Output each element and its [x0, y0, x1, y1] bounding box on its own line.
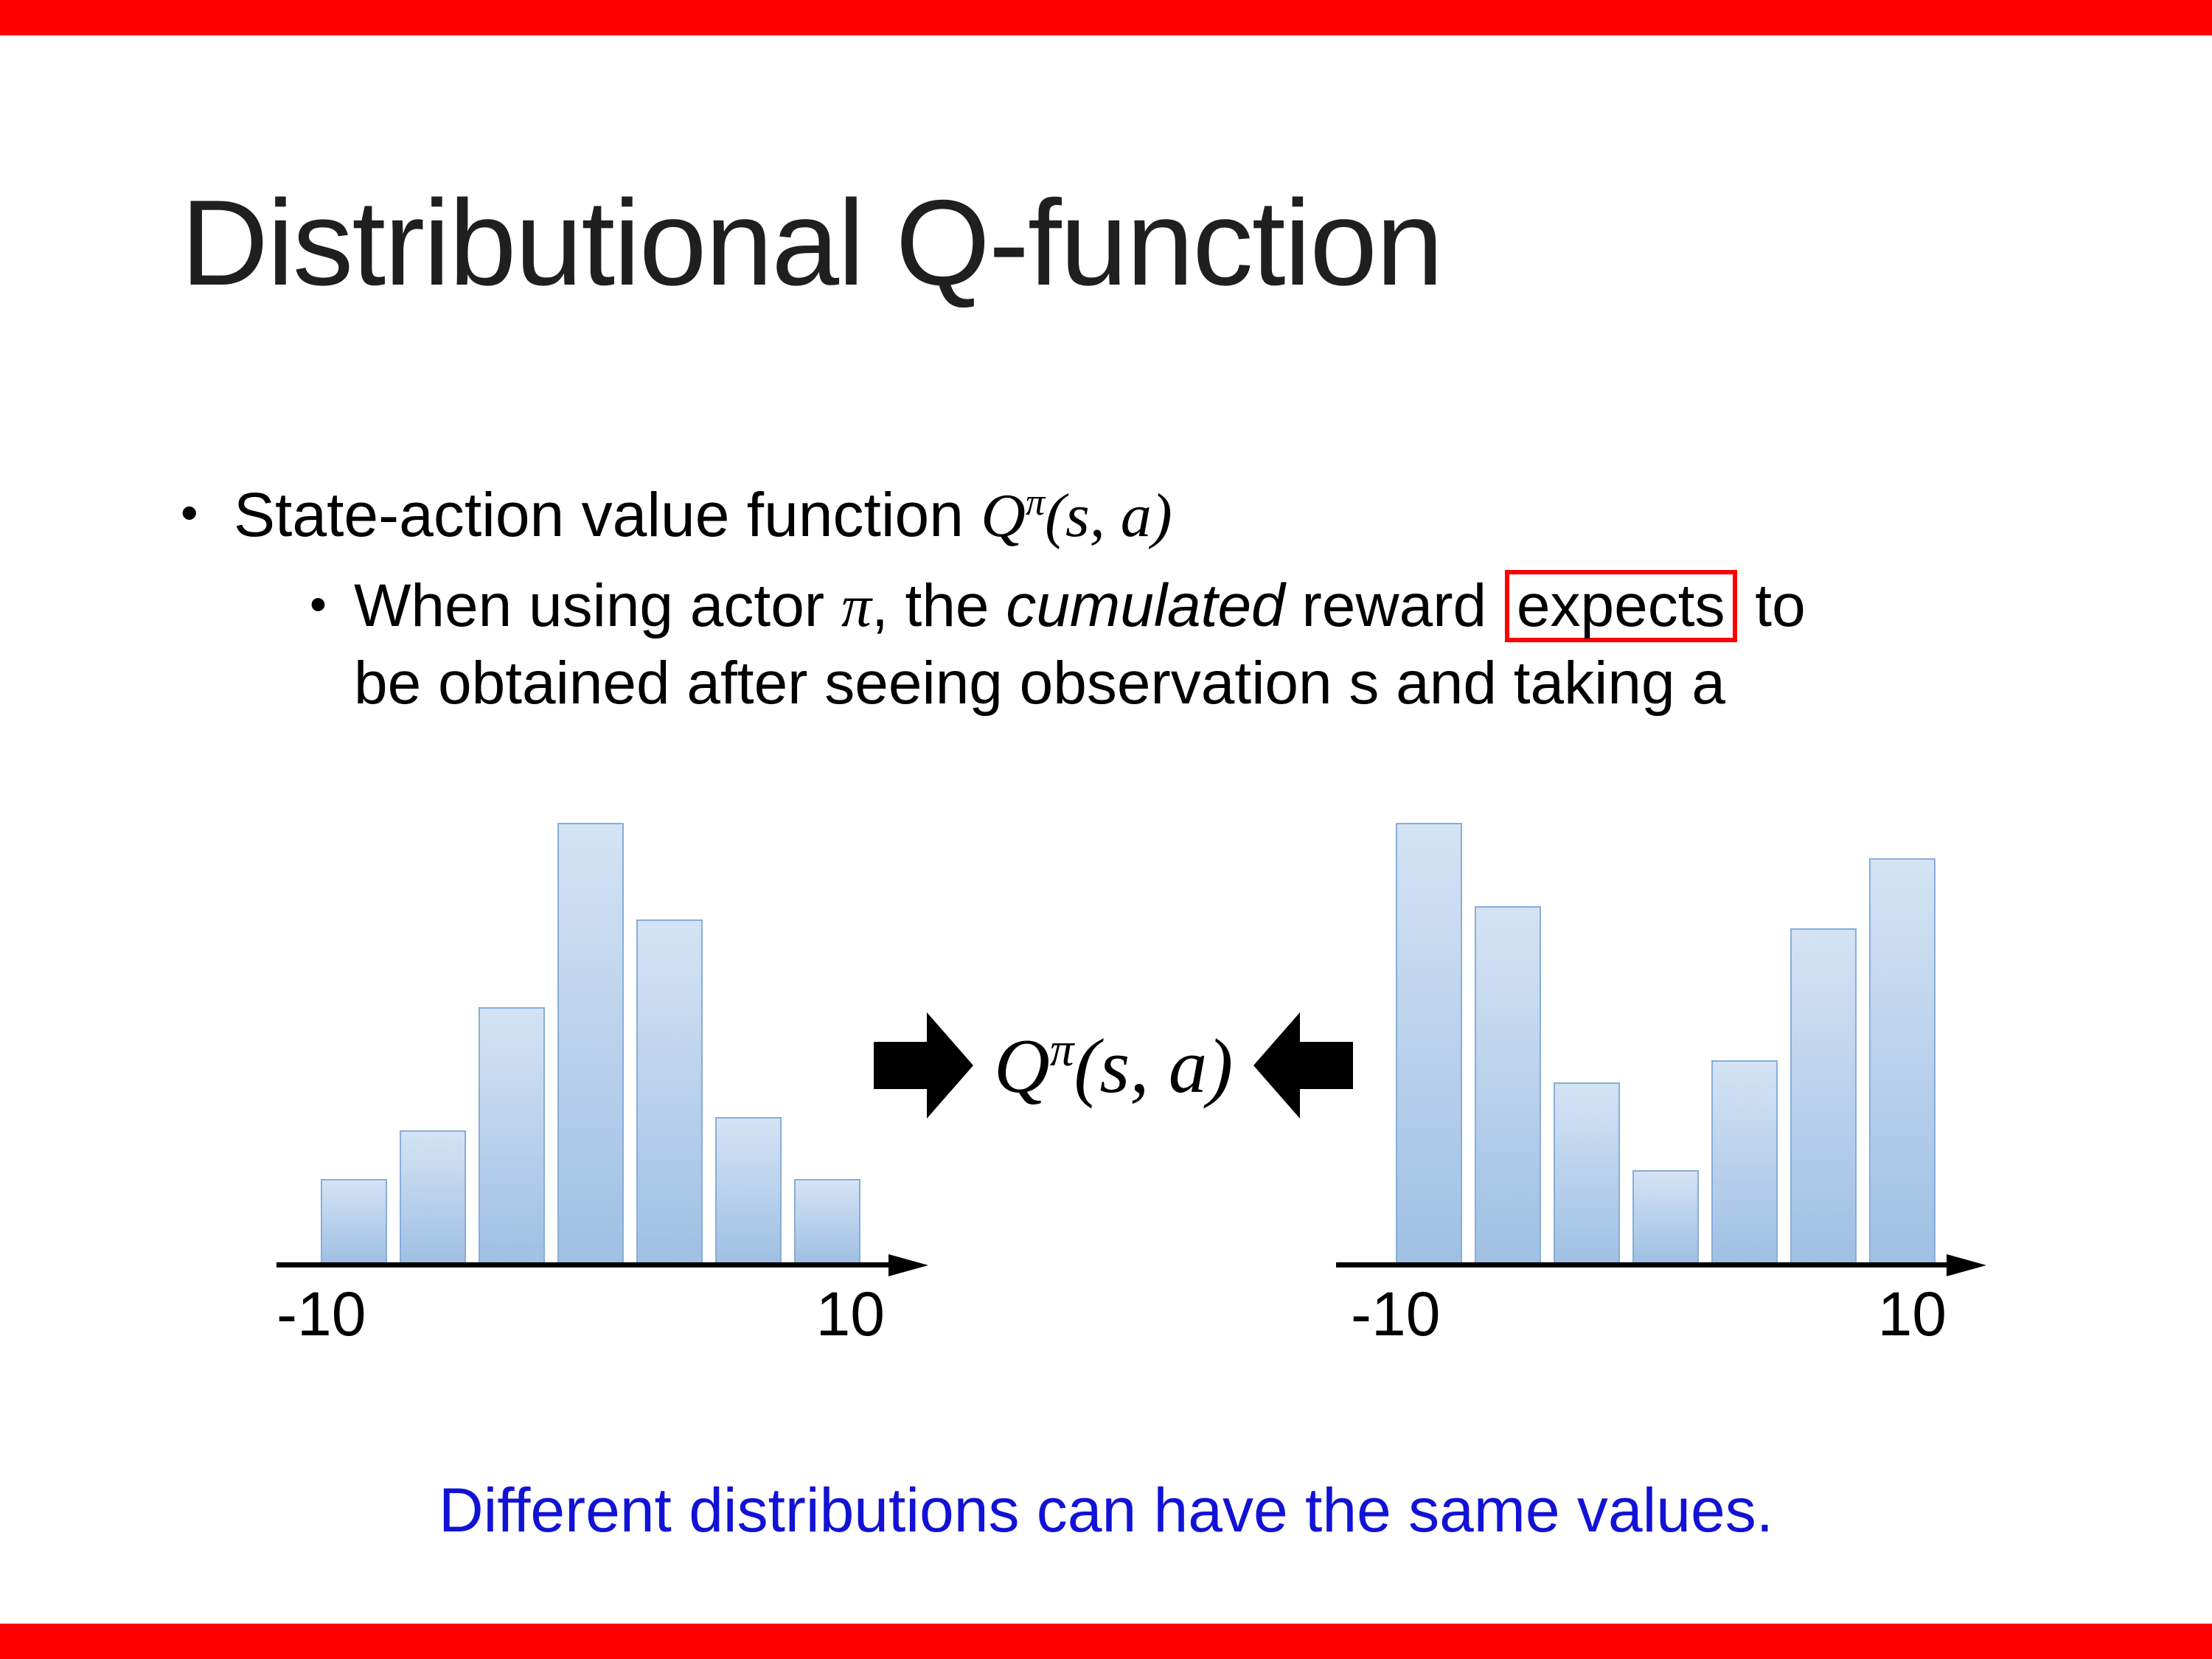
- x-axis-left: [276, 1254, 928, 1276]
- x-axis-arrowhead-icon: [1947, 1254, 1986, 1276]
- slide-title: Distributional Q-function: [181, 175, 1444, 310]
- histogram-bar: [1475, 906, 1541, 1262]
- x-axis-right: [1336, 1254, 1986, 1276]
- histogram-bar: [400, 1130, 466, 1262]
- q-function-math: Qπ(s, a): [981, 481, 1172, 550]
- sub-bullet-marker: •: [310, 577, 327, 631]
- arrow-right-icon: [874, 1006, 973, 1124]
- math-args: (s, a): [1074, 1022, 1234, 1109]
- tick-label-neg10-right: -10: [1351, 1279, 1441, 1349]
- sub-text-seg1: When using actor: [354, 572, 841, 639]
- q-function-center-math: Qπ(s, a): [994, 1021, 1233, 1110]
- histogram-bar: [1554, 1082, 1620, 1262]
- sub-bullet-line2: be obtained after seeing observation s a…: [354, 649, 1725, 717]
- histogram-bar: [636, 919, 703, 1262]
- center-equivalence-group: Qπ(s, a): [874, 1006, 1354, 1124]
- sub-bullet-line1: When using actor π, the cumulated reward…: [354, 570, 1806, 643]
- histogram-bar: [1869, 858, 1935, 1262]
- histogram-left: -10 10: [276, 820, 928, 1349]
- bullet-text-pre: State-action value function: [234, 480, 981, 549]
- arrow-left-icon: [1253, 1006, 1354, 1124]
- histogram-bar: [1790, 928, 1857, 1262]
- bullet-state-action-value: • State-action value function Qπ(s, a): [181, 476, 1172, 556]
- math-pi-superscript: π: [1049, 1023, 1074, 1077]
- histogram-bar: [715, 1117, 782, 1262]
- math-pi-superscript: π: [1025, 481, 1046, 524]
- histogram-bar: [794, 1179, 860, 1262]
- caption-blue-text: Different distributions can have the sam…: [438, 1475, 1774, 1545]
- math-q: Q: [994, 1022, 1050, 1109]
- histogram-bar: [1396, 823, 1462, 1262]
- bottom-red-border: [0, 1624, 2212, 1659]
- sub-text-seg3: reward: [1284, 572, 1503, 639]
- expects-red-box: expects: [1504, 570, 1737, 643]
- histogram-bar: [479, 1007, 545, 1262]
- bullet-text: State-action value function Qπ(s, a): [234, 476, 1172, 556]
- histogram-right: -10 10: [1336, 820, 1986, 1349]
- math-args: (s, a): [1045, 481, 1172, 550]
- histogram-left-bars: [321, 823, 860, 1262]
- histogram-bar: [557, 823, 624, 1262]
- top-red-border: [0, 0, 2212, 35]
- histogram-bar: [321, 1179, 387, 1262]
- histogram-bar: [1711, 1060, 1778, 1262]
- tick-label-neg10-left: -10: [276, 1279, 366, 1349]
- sub-bullet-text: When using actor π, the cumulated reward…: [354, 568, 1806, 723]
- histogram-right-bars: [1396, 823, 1935, 1262]
- sub-bullet-cumulated-reward: • When using actor π, the cumulated rewa…: [310, 568, 1806, 723]
- bullet-marker: •: [181, 485, 198, 541]
- x-axis-arrowhead-icon: [888, 1254, 928, 1276]
- math-q: Q: [981, 481, 1026, 550]
- tick-label-10-right: 10: [1877, 1279, 1947, 1349]
- sub-text-seg4: to: [1738, 572, 1806, 639]
- histogram-bar: [1632, 1170, 1699, 1262]
- sub-text-seg2: , the: [871, 572, 1006, 639]
- math-pi: π: [841, 572, 872, 639]
- tick-label-10-left: 10: [815, 1279, 885, 1349]
- cumulated-italic: cumulated: [1006, 572, 1285, 639]
